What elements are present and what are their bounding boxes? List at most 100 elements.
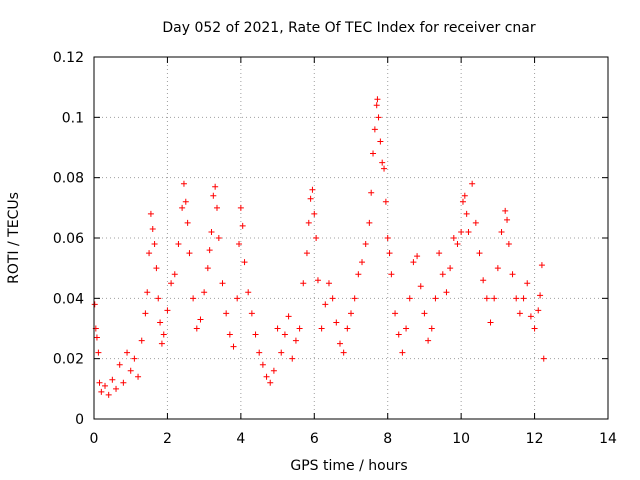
x-tick-label: 6 xyxy=(310,431,319,447)
data-point xyxy=(382,198,389,205)
data-point xyxy=(223,310,230,317)
data-point xyxy=(414,253,421,260)
data-point xyxy=(206,247,213,254)
data-point xyxy=(278,349,285,356)
data-point xyxy=(274,325,281,332)
data-points xyxy=(91,96,547,398)
data-point xyxy=(428,325,435,332)
data-point xyxy=(303,250,310,257)
data-point xyxy=(443,289,450,296)
data-point xyxy=(421,310,428,317)
data-point xyxy=(120,379,127,386)
data-point xyxy=(491,295,498,302)
y-tick-label: 0.04 xyxy=(53,291,84,307)
data-point xyxy=(171,271,178,278)
data-point xyxy=(245,289,252,296)
y-tick-label: 0.1 xyxy=(62,110,84,126)
data-point xyxy=(241,259,248,266)
data-point xyxy=(410,259,417,266)
data-point xyxy=(144,289,151,296)
data-point xyxy=(292,337,299,344)
data-point xyxy=(469,180,476,187)
data-point xyxy=(309,186,316,193)
data-point xyxy=(502,207,509,214)
data-point xyxy=(296,325,303,332)
data-point xyxy=(325,280,332,287)
data-point xyxy=(305,219,312,226)
data-point xyxy=(215,235,222,241)
data-point xyxy=(116,361,123,368)
data-point xyxy=(476,250,483,257)
data-point xyxy=(109,376,116,383)
data-point xyxy=(263,373,270,380)
data-point xyxy=(142,310,149,317)
y-tick-label: 0 xyxy=(75,412,84,428)
data-point xyxy=(289,355,296,362)
x-tick-label: 8 xyxy=(383,431,392,447)
data-point xyxy=(487,319,494,326)
data-point xyxy=(219,280,226,287)
x-axis-ticks: 0 2 4 6 8 10 12 14 xyxy=(90,57,617,447)
data-point xyxy=(322,301,329,308)
data-point xyxy=(146,250,153,257)
y-axis-ticks: 0 0.02 0.04 0.06 0.08 0.1 0.12 xyxy=(53,50,608,428)
data-point xyxy=(182,198,189,205)
data-point xyxy=(259,361,266,368)
data-point xyxy=(267,379,274,386)
data-point xyxy=(524,280,531,287)
data-point xyxy=(504,216,511,223)
data-point xyxy=(333,319,340,326)
data-point xyxy=(527,313,534,320)
data-point xyxy=(377,138,384,145)
data-point xyxy=(362,241,369,248)
data-point xyxy=(450,235,457,241)
data-point xyxy=(153,265,160,272)
data-point xyxy=(351,295,358,302)
x-tick-label: 10 xyxy=(452,431,470,447)
data-point xyxy=(155,295,162,302)
data-point xyxy=(505,241,512,248)
data-point xyxy=(158,340,165,347)
data-point xyxy=(459,198,466,205)
data-point xyxy=(381,165,388,172)
data-point xyxy=(371,126,378,133)
data-point xyxy=(204,265,211,272)
y-tick-label: 0.08 xyxy=(53,171,84,187)
data-point xyxy=(417,283,424,290)
data-point xyxy=(131,355,138,362)
data-point xyxy=(157,319,164,326)
data-point xyxy=(340,349,347,356)
data-point xyxy=(95,349,102,356)
data-point xyxy=(190,295,197,302)
data-point xyxy=(234,295,241,302)
data-point xyxy=(388,271,395,278)
x-tick-label: 12 xyxy=(526,431,544,447)
data-point xyxy=(149,225,156,232)
data-point xyxy=(447,265,454,272)
data-point xyxy=(256,349,263,356)
data-point xyxy=(102,382,109,389)
data-point xyxy=(236,241,243,248)
data-point xyxy=(113,385,120,392)
data-point xyxy=(193,325,200,332)
x-tick-label: 2 xyxy=(163,431,172,447)
data-point xyxy=(237,204,244,211)
data-point xyxy=(531,325,538,332)
data-point xyxy=(179,204,186,211)
x-tick-label: 14 xyxy=(599,431,617,447)
data-point xyxy=(197,316,204,323)
data-point xyxy=(138,337,145,344)
data-point xyxy=(465,228,472,235)
x-tick-label: 0 xyxy=(90,431,99,447)
data-point xyxy=(160,331,167,338)
data-point xyxy=(454,241,461,248)
y-tick-label: 0.12 xyxy=(53,50,84,66)
data-point xyxy=(392,310,399,317)
data-point xyxy=(436,250,443,257)
data-point xyxy=(386,250,393,257)
data-point xyxy=(516,310,523,317)
data-point xyxy=(366,219,373,226)
data-point xyxy=(318,325,325,332)
data-point xyxy=(270,367,277,374)
data-point xyxy=(472,219,479,226)
